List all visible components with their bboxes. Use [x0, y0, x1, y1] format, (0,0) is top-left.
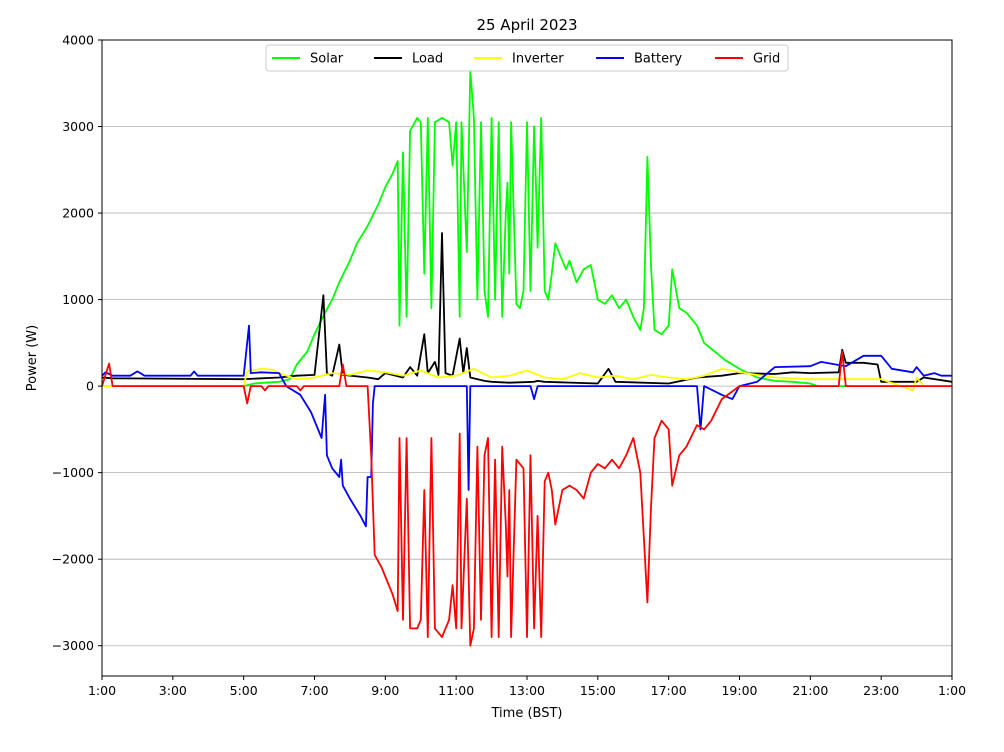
legend-label-solar: Solar — [310, 52, 344, 67]
series-line-battery — [101, 324, 952, 528]
x-tick-label: 1:00 — [88, 683, 116, 698]
series-line-solar — [102, 69, 952, 387]
y-tick-label: 4000 — [62, 33, 94, 48]
y-tick-label: 0 — [86, 379, 94, 394]
x-tick-label: 7:00 — [300, 683, 328, 698]
y-tick-label: 1000 — [62, 292, 94, 307]
y-tick-label: −1000 — [52, 465, 94, 480]
y-axis-ticks: 4000 3000 2000 1000 0 −1000 −2000 −3000 — [52, 33, 102, 653]
legend-label-load: Load — [412, 52, 443, 67]
series-lines — [101, 69, 953, 647]
x-tick-label: 11:00 — [438, 683, 474, 698]
x-tick-label: 15:00 — [580, 683, 616, 698]
y-axis-label: Power (W) — [25, 325, 40, 391]
x-tick-label: 13:00 — [509, 683, 545, 698]
x-tick-label: 17:00 — [651, 683, 687, 698]
x-tick-label: 3:00 — [159, 683, 187, 698]
x-tick-label: 21:00 — [792, 683, 828, 698]
x-tick-label: 19:00 — [721, 683, 757, 698]
x-tick-label: 1:00 — [938, 683, 966, 698]
series-line-grid — [101, 350, 952, 647]
chart-title: 25 April 2023 — [476, 16, 577, 34]
y-tick-label: −3000 — [52, 638, 94, 653]
series-line-load — [101, 232, 953, 385]
series-line-inverter — [102, 367, 952, 392]
legend-label-battery: Battery — [634, 52, 682, 67]
x-tick-label: 5:00 — [230, 683, 258, 698]
legend-label-grid: Grid — [753, 52, 780, 67]
legend-label-inverter: Inverter — [512, 52, 564, 67]
x-axis-ticks: 1:00 3:00 5:00 7:00 9:00 11:00 13:00 15:00 17:00… — [88, 676, 966, 698]
x-tick-label: 9:00 — [371, 683, 399, 698]
y-tick-label: 3000 — [62, 119, 94, 134]
y-tick-label: −2000 — [52, 552, 94, 567]
x-tick-label: 23:00 — [863, 683, 899, 698]
y-tick-label: 2000 — [62, 206, 94, 221]
x-axis-label: Time (BST) — [491, 706, 563, 721]
legend: Solar Load Inverter Battery Grid — [265, 44, 789, 72]
legend-box — [265, 44, 789, 72]
